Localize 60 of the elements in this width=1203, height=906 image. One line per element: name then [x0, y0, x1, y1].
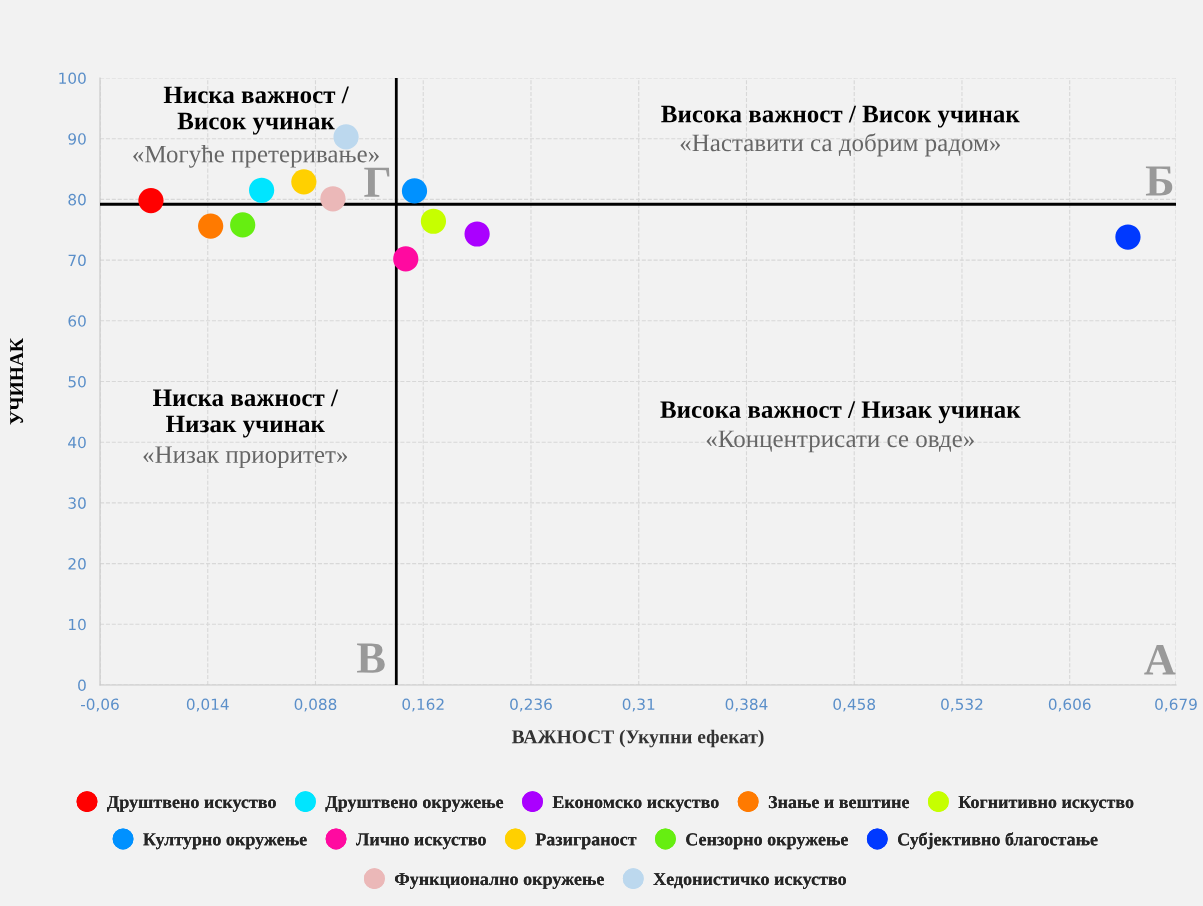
- y-tick-label: 20: [68, 558, 86, 570]
- x-tick-label: 0,606: [1048, 698, 1091, 712]
- annotation: Висока важност / Низак учинак: [660, 401, 1021, 424]
- annotation: «Концентрисати се овде»: [706, 430, 974, 453]
- x-tick-label: 0,162: [402, 698, 444, 712]
- legend-label: Когнитивно искуство: [958, 796, 1134, 812]
- x-tick-label: 0,088: [294, 698, 337, 712]
- annotation: А: [1144, 645, 1176, 675]
- point: [198, 213, 224, 239]
- x-tick-label: 0,31: [622, 698, 655, 712]
- point: [420, 208, 447, 234]
- y-tick-label: 50: [68, 375, 86, 388]
- y-tick-label: 70: [68, 254, 86, 267]
- point: [393, 246, 419, 272]
- legend-label: Функционално окружење: [394, 873, 604, 889]
- annotation: Ниска важност / Низак учинак: [153, 389, 339, 438]
- x-tick-label: 0,679: [1155, 698, 1197, 712]
- x-tick-label: 0,236: [510, 698, 552, 712]
- y-tick-label: 30: [68, 497, 86, 509]
- annotation: «Наставити са добрим радом»: [680, 133, 1000, 157]
- legend-label: Друштвено окружење: [325, 796, 504, 812]
- y-axis-title: УЧИНАК: [10, 338, 24, 425]
- legend-label: Хедонистичко искуство: [653, 873, 846, 889]
- point: [464, 221, 490, 247]
- y-tick-label: 60: [68, 315, 86, 327]
- point: [249, 177, 275, 203]
- annotation: Б: [1145, 166, 1173, 196]
- annotation: «Низак приоритет»: [143, 446, 348, 469]
- point: [401, 178, 428, 204]
- point: [291, 169, 317, 195]
- annotation: «Могуће претеривање»: [133, 144, 379, 168]
- annotation: В: [357, 643, 385, 673]
- annotation: Ниска важност / Висок учинак: [163, 86, 349, 135]
- x-tick-label: 0,014: [186, 698, 229, 712]
- x-tick-label: 0,458: [833, 698, 876, 712]
- point: [1115, 224, 1141, 250]
- legend-label: Сензорно окружење: [686, 833, 848, 850]
- legend-label: Економско искуство: [552, 796, 719, 812]
- point: [333, 124, 359, 150]
- point: [138, 188, 164, 214]
- x-tick-label: 0,384: [725, 698, 768, 712]
- x-axis-title: ВАЖНОСТ (Укупни ефекат): [511, 729, 764, 748]
- y-tick-label: 100: [59, 72, 86, 85]
- legend-label: Субјективно благостање: [898, 832, 1098, 850]
- legend-label: Друштвено искуство: [106, 796, 276, 812]
- x-tick-label: -0,06: [80, 698, 119, 712]
- y-tick-label: 90: [68, 133, 86, 145]
- y-tick-label: 40: [68, 436, 86, 449]
- legend-label: Разиграност: [535, 833, 637, 850]
- point: [230, 212, 256, 238]
- y-tick-label: 10: [69, 618, 86, 631]
- y-tick-label: 80: [68, 193, 86, 206]
- legend-label: Лично искуство: [355, 833, 486, 850]
- legend-label: Културно окружење: [143, 833, 307, 850]
- annotation: Висока важност / Висок учинак: [661, 105, 1020, 128]
- annotation: Г: [364, 167, 390, 197]
- y-tick-label: 0: [78, 679, 86, 692]
- point: [320, 186, 346, 212]
- legend-label: Знање и вештине: [768, 796, 910, 809]
- x-tick-label: 0,532: [941, 698, 983, 712]
